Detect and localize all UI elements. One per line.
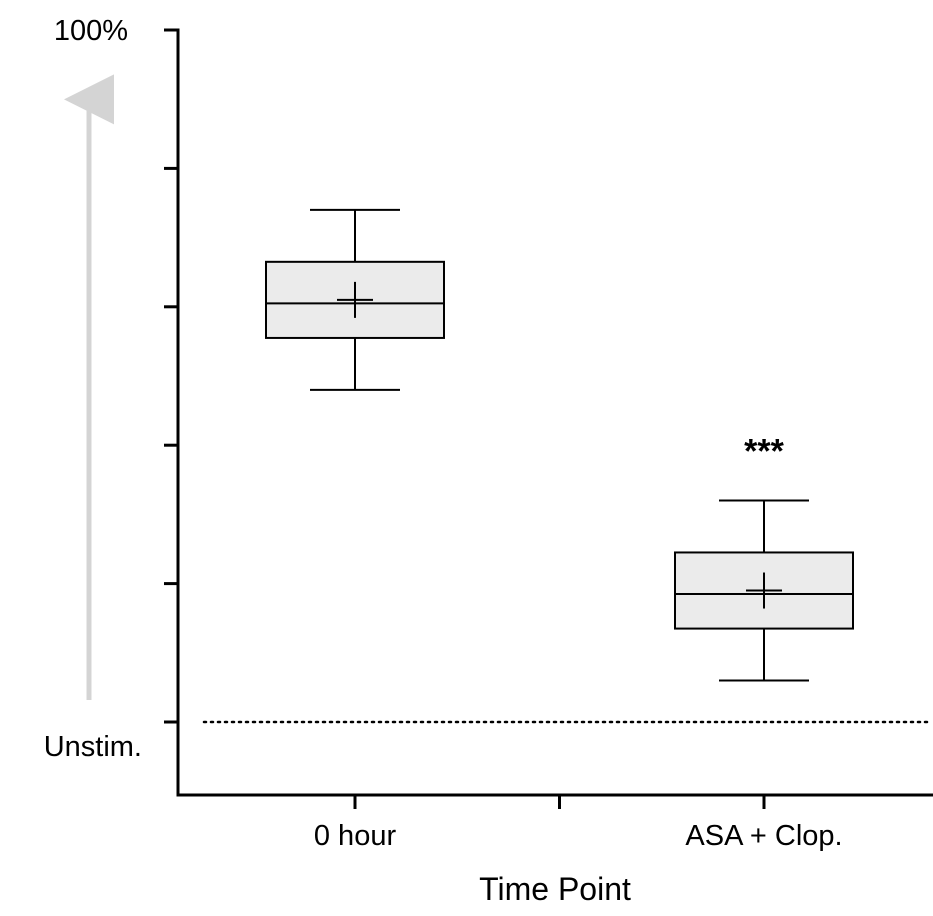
y-top-tick-label: 100%: [54, 15, 128, 47]
box-asa-clop: ***: [674, 433, 854, 682]
x-tick-label: 0 hour: [314, 820, 397, 852]
box-zero-hour: [265, 208, 445, 391]
significance-marker: ***: [744, 433, 784, 471]
x-axis-title: Time Point: [479, 871, 631, 907]
x-tick-label: ASA + Clop.: [685, 820, 842, 852]
y-bottom-tick-label: Unstim.: [44, 731, 142, 763]
